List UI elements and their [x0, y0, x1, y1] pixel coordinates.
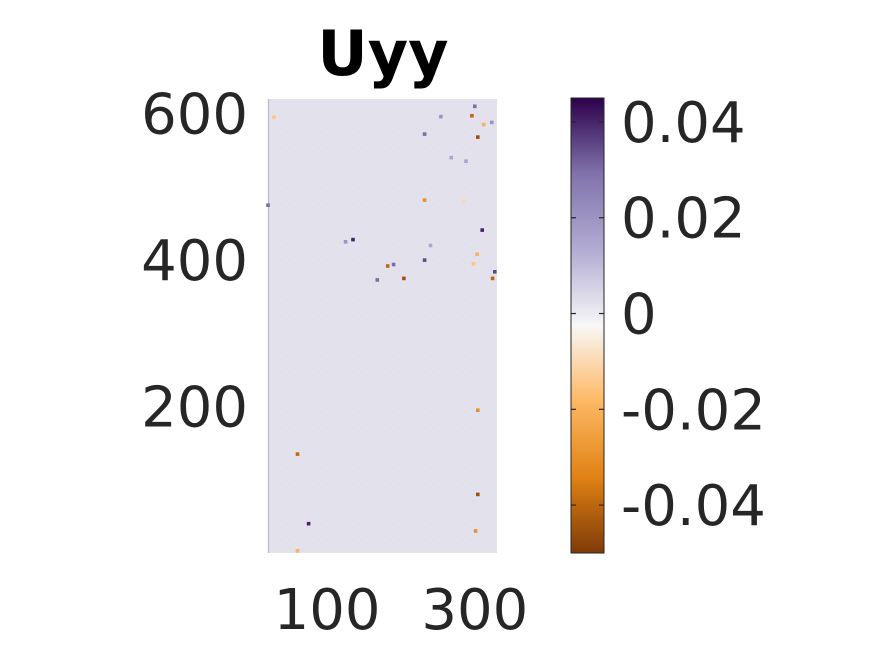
- heatmap-cell: [476, 135, 480, 139]
- heatmap-cell: [493, 270, 497, 274]
- x-axis: 100 300: [274, 578, 529, 643]
- heatmap-cell: [422, 258, 427, 262]
- heatmap-cell: [449, 155, 453, 160]
- heatmap-cell: [473, 104, 477, 109]
- colorbar-tick-label: 0.02: [621, 187, 746, 252]
- heatmap-cell: [306, 521, 311, 526]
- heatmap-cell: [295, 452, 300, 456]
- heatmap-cell: [375, 278, 380, 282]
- heatmap-cell: [402, 276, 406, 281]
- heatmap-cell: [439, 114, 443, 119]
- colorbar-tick-label: -0.04: [621, 474, 766, 539]
- heatmap-cell: [385, 264, 390, 268]
- x-tick-label: 100: [274, 578, 381, 643]
- heatmap-texture: [268, 99, 497, 553]
- heatmap-cell: [476, 492, 480, 497]
- heatmap-cell: [462, 199, 466, 204]
- colorbar-ticks: 0.04 0.02 0 -0.02 -0.04: [571, 91, 766, 539]
- heatmap-cell: [473, 529, 478, 533]
- heatmap-cell: [490, 276, 495, 281]
- heatmap-cell: [266, 203, 270, 207]
- colorbar-tick-label: -0.02: [621, 378, 766, 443]
- y-tick-label: 200: [141, 376, 248, 441]
- heatmap-cell: [470, 114, 474, 118]
- heatmap-cell: [480, 228, 484, 232]
- colorbar-bar: [570, 97, 605, 554]
- heatmap-cell: [295, 549, 300, 553]
- y-axis: 200 400 600: [141, 83, 248, 441]
- colorbar-tick-label: 0: [621, 283, 657, 348]
- heatmap-cell: [422, 198, 427, 202]
- heatmap-cell: [481, 122, 486, 127]
- heatmap-cell: [471, 262, 476, 266]
- y-tick-label: 400: [141, 229, 248, 294]
- colorbar: 0.04 0.02 0 -0.02 -0.04: [570, 91, 766, 554]
- heatmap-cell: [351, 237, 355, 242]
- heatmap-cell: [490, 120, 494, 125]
- heatmap-cell: [391, 262, 396, 267]
- heatmap-cell: [475, 252, 479, 256]
- heatmap-cell: [343, 240, 348, 244]
- plot-area: [266, 99, 497, 553]
- heatmap-cell: [272, 115, 276, 120]
- y-tick-label: 600: [141, 83, 248, 148]
- x-tick-label: 300: [421, 578, 528, 643]
- chart-title: Uyy: [317, 17, 448, 90]
- heatmap-cell: [428, 243, 433, 248]
- heatmap-cell: [422, 132, 427, 136]
- heatmap-cell: [464, 159, 468, 163]
- heatmap-cells: [266, 104, 497, 553]
- colorbar-tick-label: 0.04: [621, 91, 746, 156]
- heatmap-cell: [476, 408, 480, 412]
